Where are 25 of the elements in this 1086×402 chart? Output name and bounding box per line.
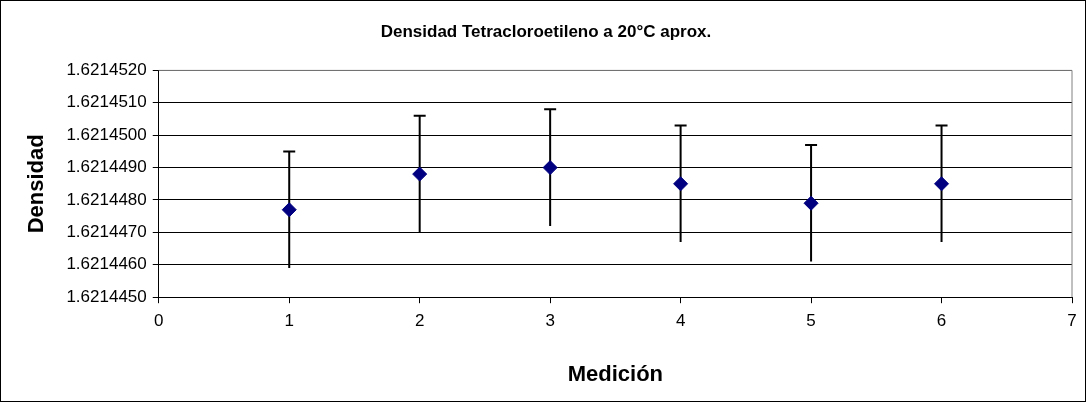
x-tick-label: 5: [806, 311, 816, 331]
point: [803, 195, 819, 211]
x-tick-label: 6: [936, 311, 947, 331]
y-tick-label: 1.6214460: [66, 254, 147, 274]
x-tick-label: 2: [414, 311, 425, 331]
point: [281, 202, 297, 218]
x-axis-title: Medición: [567, 360, 664, 386]
point: [934, 176, 950, 192]
y-tick-label: 1.6214470: [66, 222, 147, 242]
y-tick-label: 1.6214450: [66, 286, 147, 306]
x-tick-label: 4: [675, 311, 686, 331]
x-tick-label: 7: [1067, 311, 1077, 331]
point: [542, 160, 558, 176]
x-tick-label: 0: [154, 311, 164, 331]
point: [412, 166, 428, 182]
y-tick-label: 1.6214520: [66, 60, 147, 80]
y-axis-title: Densidad: [23, 134, 49, 234]
y-tick-label: 1.6214480: [66, 189, 147, 209]
x-tick-label: 1: [284, 311, 294, 331]
x-tick-label: 3: [545, 311, 555, 331]
y-tick-label: 1.6214500: [66, 124, 147, 144]
y-tick-label: 1.6214490: [66, 157, 147, 177]
chart-title: Densidad Tetracloroetileno a 20°C aprox.: [380, 21, 712, 41]
y-tick-label: 1.6214510: [66, 92, 147, 112]
point: [673, 176, 689, 192]
